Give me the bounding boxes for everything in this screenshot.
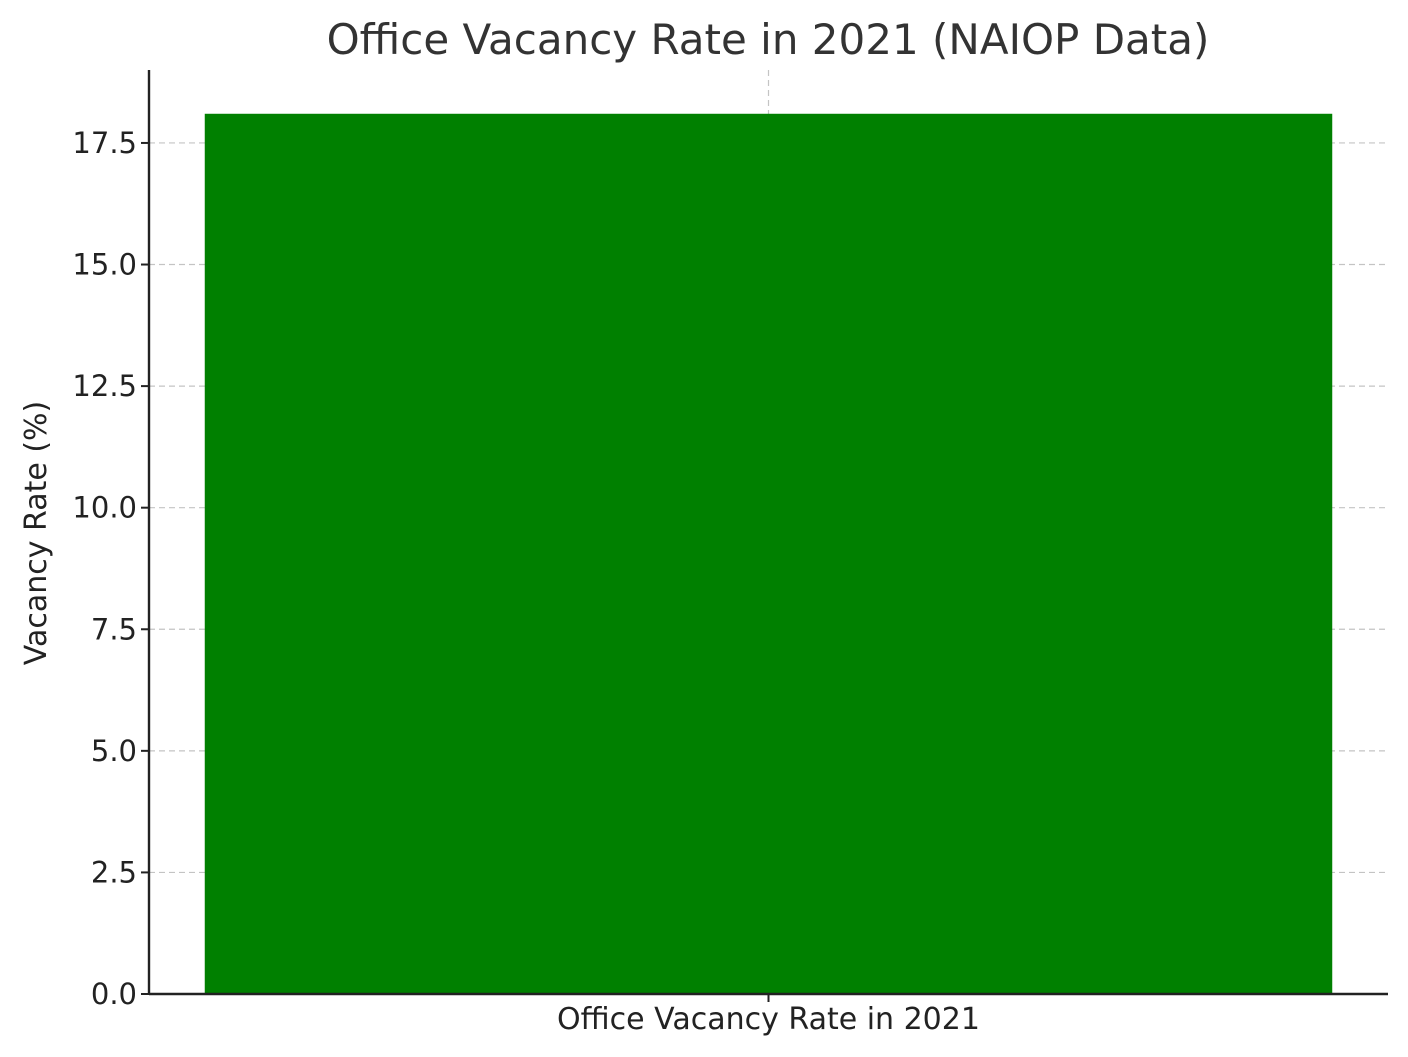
y-tick-label: 10.0 — [72, 491, 137, 525]
y-axis-label: Vacancy Rate (%) — [19, 401, 54, 666]
y-tick-label: 15.0 — [72, 248, 137, 282]
tick-layer: 0.0 2.5 5.0 7.5 10.0 12.5 15.0 17.5 Office Vacan… — [72, 126, 980, 1037]
y-tick-label: 0.0 — [91, 977, 137, 1011]
y-tick-label: 12.5 — [72, 369, 137, 403]
bar-0 — [204, 113, 1333, 994]
x-tick-label: Office Vacancy Rate in 2021 — [557, 1002, 980, 1037]
y-tick-label: 17.5 — [72, 126, 137, 160]
y-tick-label: 2.5 — [91, 855, 137, 889]
y-tick-label: 5.0 — [91, 734, 137, 768]
bar-layer — [204, 113, 1333, 994]
chart-title: Office Vacancy Rate in 2021 (NAIOP Data) — [327, 15, 1210, 64]
y-tick-label: 7.5 — [91, 612, 137, 646]
